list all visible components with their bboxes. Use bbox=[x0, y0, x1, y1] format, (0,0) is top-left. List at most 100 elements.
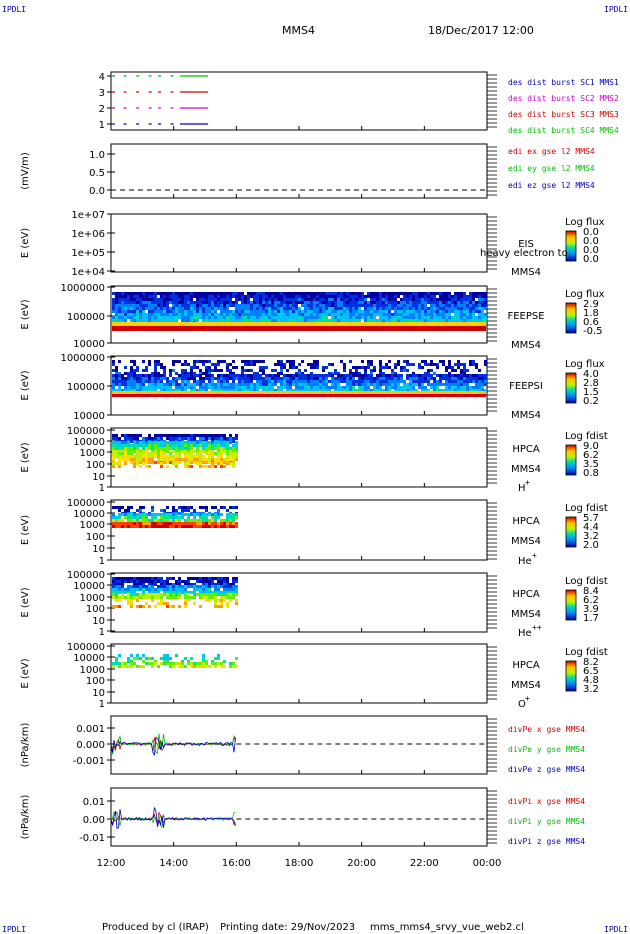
spectrogram-cell-3 bbox=[415, 319, 418, 322]
spectrogram-cell-4 bbox=[370, 380, 373, 383]
spectrogram-cell-3 bbox=[232, 295, 235, 298]
spectrogram-cell-3 bbox=[184, 304, 187, 307]
spectrogram-cell-7 bbox=[184, 599, 187, 602]
spectrogram-cell-3 bbox=[148, 292, 151, 295]
spectrogram-cell-5 bbox=[220, 434, 223, 437]
spectrogram-cell-4 bbox=[133, 360, 136, 363]
spectrogram-cell-7 bbox=[190, 577, 193, 580]
spectrogram-cell-8 bbox=[124, 662, 127, 665]
spectrogram-cell-3 bbox=[367, 292, 370, 295]
spectrogram-cell-4 bbox=[466, 383, 469, 386]
spectrogram-cell-8 bbox=[124, 665, 127, 668]
spectrogram-cell-4 bbox=[217, 363, 220, 366]
spectrogram-cell-4 bbox=[202, 383, 205, 386]
spectrogram-cell-4 bbox=[250, 360, 253, 363]
spectrogram-cell-3 bbox=[319, 304, 322, 307]
spectrogram-cell-4 bbox=[349, 372, 352, 375]
spectrogram-cell-4 bbox=[403, 366, 406, 369]
spectrogram-cell-4 bbox=[427, 374, 430, 377]
spectrogram-cell-3 bbox=[181, 304, 184, 307]
spectrogram-cell-3 bbox=[199, 313, 202, 316]
spectrogram-cell-3 bbox=[124, 295, 127, 298]
spectrogram-cell-7 bbox=[160, 588, 163, 591]
spectrogram-cell-3 bbox=[394, 304, 397, 307]
spectrogram-cell-7 bbox=[115, 577, 118, 580]
spectrogram-cell-3 bbox=[187, 295, 190, 298]
spectrogram-cell-3 bbox=[136, 307, 139, 310]
spectrogram-cell-7 bbox=[166, 591, 169, 594]
spectrogram-cell-5 bbox=[199, 458, 202, 461]
spectrogram-cell-3 bbox=[166, 319, 169, 322]
spectrogram-cell-7 bbox=[190, 596, 193, 599]
spectrogram-cell-4 bbox=[307, 374, 310, 377]
spectrogram-cell-3 bbox=[454, 292, 457, 295]
spectrogram-cell-4 bbox=[346, 383, 349, 386]
spectrogram-cell-3 bbox=[148, 316, 151, 319]
spectrogram-cell-7 bbox=[154, 583, 157, 586]
spectrogram-cell-4 bbox=[484, 389, 487, 392]
spectrogram-cell-4 bbox=[160, 389, 163, 392]
spectrogram-cell-4 bbox=[412, 377, 415, 380]
spectrogram-cell-3 bbox=[193, 319, 196, 322]
spectrogram-cell-4 bbox=[154, 383, 157, 386]
spectrogram-cell-5 bbox=[229, 450, 232, 453]
spectrogram-cell-3 bbox=[205, 295, 208, 298]
spectrogram-cell-4 bbox=[142, 386, 145, 389]
spectrogram-cell-3 bbox=[145, 316, 148, 319]
spectrogram-cell-4 bbox=[421, 366, 424, 369]
spectrogram-cell-8 bbox=[118, 662, 121, 665]
spectrogram-cell-4 bbox=[241, 369, 244, 372]
spectrogram-cell-4 bbox=[427, 383, 430, 386]
spectrogram-cell-5 bbox=[202, 434, 205, 437]
spectrogram-cell-4 bbox=[124, 372, 127, 375]
spectrogram-cell-3 bbox=[355, 304, 358, 307]
spectrogram-cell-4 bbox=[217, 377, 220, 380]
spectrogram-cell-7 bbox=[148, 577, 151, 580]
spectrogram-cell-3 bbox=[280, 307, 283, 310]
spectrogram-cell-3 bbox=[355, 316, 358, 319]
spectrogram-cell-3 bbox=[283, 292, 286, 295]
spectrogram-cell-5 bbox=[193, 441, 196, 444]
spectrogram-cell-7 bbox=[172, 588, 175, 591]
spectrogram-cell-7 bbox=[130, 580, 133, 583]
spectrogram-cell-7 bbox=[112, 588, 115, 591]
spectrogram-cell-5 bbox=[118, 450, 121, 453]
spectrogram-cell-5 bbox=[214, 465, 217, 468]
spectrogram-cell-3 bbox=[295, 310, 298, 313]
spectrogram-cell-4 bbox=[169, 369, 172, 372]
spectrogram-cell-3 bbox=[394, 295, 397, 298]
spectrogram-cell-5 bbox=[199, 462, 202, 465]
spectrogram-cell-6 bbox=[223, 506, 226, 509]
spectrogram-cell-5 bbox=[175, 444, 178, 447]
y-axis-label-2: E (eV) bbox=[20, 228, 31, 258]
spectrogram-cell-4 bbox=[298, 372, 301, 375]
spectrogram-cell-7 bbox=[142, 580, 145, 583]
spectrogram-cell-4 bbox=[475, 389, 478, 392]
spectrogram-cell-3 bbox=[115, 316, 118, 319]
spectrogram-cell-7 bbox=[235, 588, 238, 591]
spectrogram-cell-4 bbox=[151, 386, 154, 389]
spectrogram-cell-4 bbox=[424, 374, 427, 377]
spectrogram-cell-5 bbox=[214, 444, 217, 447]
spectrogram-cell-4 bbox=[145, 374, 148, 377]
spectrogram-cell-4 bbox=[253, 377, 256, 380]
spectrogram-cell-5 bbox=[151, 450, 154, 453]
spectrogram-cell-3 bbox=[289, 295, 292, 298]
spectrogram-cell-3 bbox=[133, 304, 136, 307]
spectrogram-cell-7 bbox=[160, 602, 163, 605]
spectrogram-cell-3 bbox=[382, 301, 385, 304]
spectrogram-cell-3 bbox=[166, 307, 169, 310]
spectrogram-cell-4 bbox=[343, 380, 346, 383]
spectrogram-cell-7 bbox=[205, 599, 208, 602]
spectrogram-cell-7 bbox=[193, 585, 196, 588]
spectrogram-cell-5 bbox=[235, 444, 238, 447]
spectrogram-cell-3 bbox=[211, 298, 214, 301]
spectrogram-cell-7 bbox=[184, 602, 187, 605]
spectrogram-cell-7 bbox=[121, 591, 124, 594]
spectrogram-cell-4 bbox=[166, 380, 169, 383]
spectrogram-cell-6 bbox=[220, 522, 223, 525]
spectrogram-cell-3 bbox=[202, 292, 205, 295]
y-tick-label-5: 10000 bbox=[73, 437, 105, 448]
spectrogram-cell-4 bbox=[145, 377, 148, 380]
spectrogram-cell-4 bbox=[430, 363, 433, 366]
